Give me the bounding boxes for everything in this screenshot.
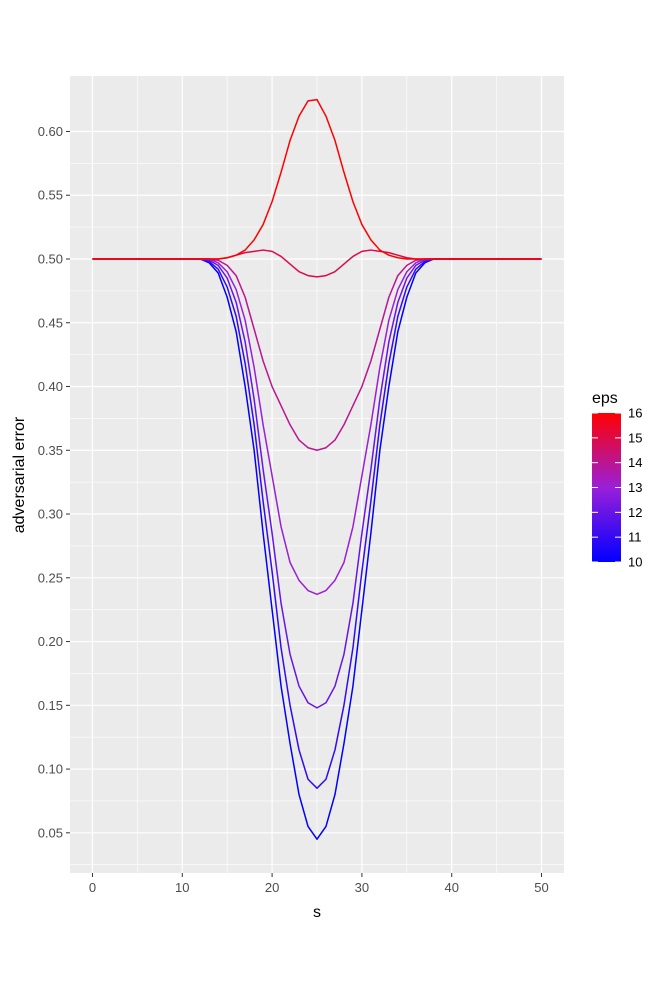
x-axis-title: s: [313, 904, 321, 921]
legend-label: 16: [628, 406, 642, 421]
y-tick-label: 0.20: [38, 634, 63, 649]
y-tick-label: 0.40: [38, 379, 63, 394]
x-axis: 0 10 20 30 40 50: [89, 873, 549, 895]
y-tick-label: 0.25: [38, 570, 63, 585]
y-tick-label: 0.10: [38, 762, 63, 777]
x-tick-label: 0: [89, 880, 96, 895]
series-lines: [92, 98, 542, 840]
y-tick-label: 0.50: [38, 251, 63, 266]
grid-major: [70, 76, 564, 873]
x-tick-label: 50: [534, 880, 548, 895]
y-tick-label: 0.30: [38, 507, 63, 522]
legend-label: 12: [628, 505, 642, 520]
x-tick-label: 40: [444, 880, 458, 895]
legend-label: 13: [628, 480, 642, 495]
y-axis-title: adversarial error: [11, 416, 28, 533]
x-tick-label: 30: [355, 880, 369, 895]
y-axis: 0.05 0.10 0.15 0.20 0.25 0.30 0.35 0.40 0.45 0.50…: [38, 124, 70, 840]
legend-label: 14: [628, 455, 642, 470]
legend-ticks: 10 11 12 13 14 15 16: [592, 406, 642, 570]
legend-label: 10: [628, 555, 642, 570]
grid-minor: [70, 76, 564, 873]
y-tick-label: 0.45: [38, 315, 63, 330]
legend-title: eps: [592, 390, 618, 407]
x-tick-label: 20: [265, 880, 279, 895]
legend-label: 15: [628, 430, 642, 445]
legend-label: 11: [628, 530, 642, 545]
y-tick-label: 0.60: [38, 124, 63, 139]
series-line-eps-16: [92, 98, 542, 260]
x-tick-label: 10: [175, 880, 189, 895]
legend: eps 10 11 12 13 14 15 16: [592, 390, 642, 570]
y-tick-label: 0.05: [38, 825, 63, 840]
y-tick-label: 0.35: [38, 443, 63, 458]
y-tick-label: 0.55: [38, 188, 63, 203]
y-tick-label: 0.15: [38, 698, 63, 713]
